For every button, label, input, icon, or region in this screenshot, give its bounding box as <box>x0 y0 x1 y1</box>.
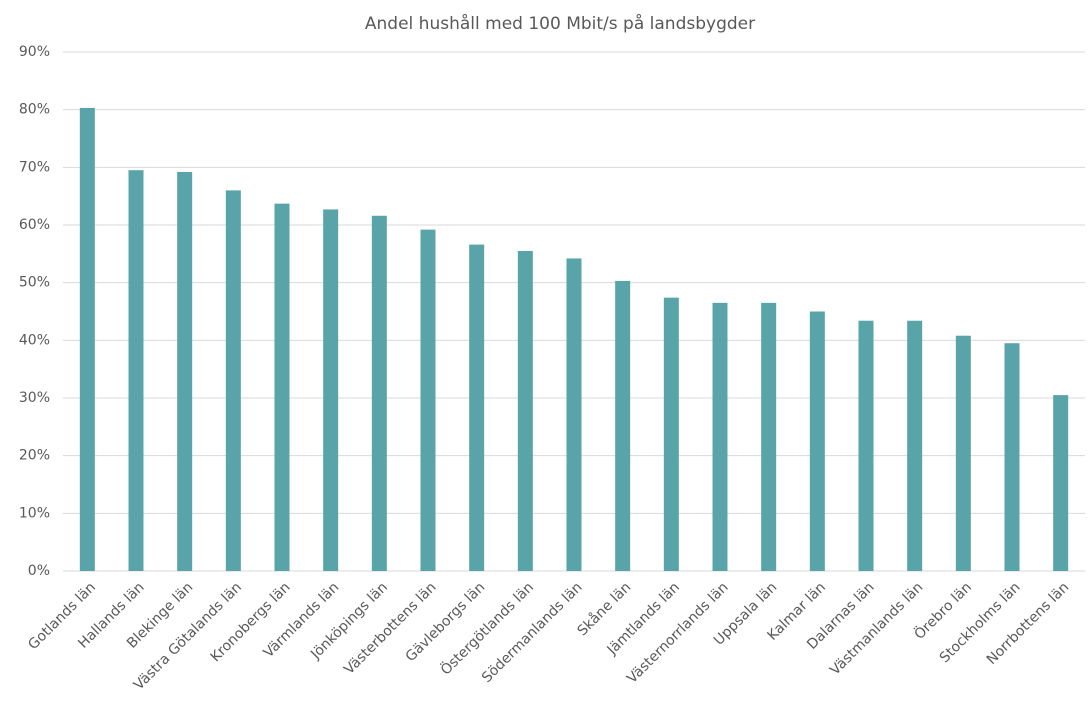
bar <box>712 302 728 571</box>
y-tick-label: 90% <box>19 44 50 60</box>
bar <box>371 215 387 572</box>
y-tick-label: 70% <box>19 159 50 175</box>
x-tick-label: Norrbottens län <box>984 579 1073 668</box>
bar <box>420 229 436 571</box>
bar <box>858 320 874 571</box>
bar <box>1053 395 1069 571</box>
bar <box>274 203 290 571</box>
bar <box>323 209 339 571</box>
bar <box>955 335 971 571</box>
bar <box>566 258 582 571</box>
bar <box>1004 343 1020 571</box>
bar <box>225 190 241 571</box>
bar <box>517 250 533 571</box>
x-tick-label: Västerbottens län <box>341 579 439 677</box>
y-tick-label: 30% <box>19 390 50 406</box>
bar <box>469 244 485 571</box>
y-tick-label: 40% <box>19 332 50 348</box>
y-tick-label: 0% <box>28 563 50 579</box>
bar <box>615 280 631 571</box>
chart-title: Andel hushåll med 100 Mbit/s på landsbyg… <box>365 13 755 34</box>
x-tick-label: Västmanlands län <box>827 579 926 678</box>
y-tick-label: 80% <box>19 102 50 118</box>
y-tick-label: 10% <box>19 505 50 521</box>
x-tick-label: Östergötlands län <box>436 578 537 679</box>
bar <box>809 311 825 571</box>
y-tick-label: 20% <box>19 448 50 464</box>
x-tick-label: Södermanlands län <box>479 579 586 686</box>
bar <box>79 107 95 571</box>
y-tick-label: 50% <box>19 275 50 291</box>
bar <box>761 302 777 571</box>
bar <box>663 297 679 571</box>
bar <box>907 320 923 571</box>
y-tick-label: 60% <box>19 217 50 233</box>
bar <box>128 170 144 571</box>
bar <box>177 171 193 572</box>
